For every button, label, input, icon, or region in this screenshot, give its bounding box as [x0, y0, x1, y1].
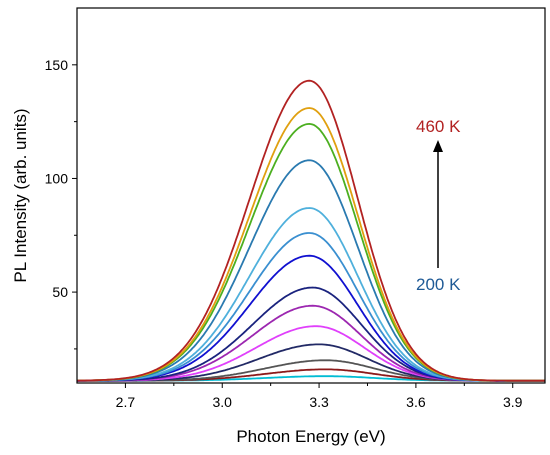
- x-axis-ticks: 2.7 3.0 3.3 3.6 3.9: [116, 383, 523, 410]
- x-tick-label: 3.9: [503, 394, 523, 410]
- x-axis-label: Photon Energy (eV): [236, 427, 385, 446]
- x-tick-label: 2.7: [116, 394, 136, 410]
- arrow-head-icon: [433, 140, 443, 152]
- series-line-13: [77, 79, 545, 382]
- y-axis-label: PL Intensity (arb. units): [11, 108, 30, 282]
- y-tick-label: 50: [52, 284, 68, 300]
- series-line-6: [77, 286, 545, 382]
- series-line-7: [77, 254, 545, 382]
- series-line-11: [77, 122, 545, 382]
- y-tick-label: 150: [45, 57, 69, 73]
- series-line-10: [77, 159, 545, 382]
- x-tick-label: 3.3: [309, 394, 329, 410]
- annotation-460k: 460 K: [416, 117, 461, 136]
- series-line-12: [77, 107, 545, 382]
- x-tick-label: 3.0: [213, 394, 233, 410]
- annotation-200k: 200 K: [416, 275, 461, 294]
- y-tick-label: 100: [45, 170, 69, 186]
- y-axis-ticks: 50 100 150: [45, 57, 77, 350]
- plot-frame: [76, 7, 546, 384]
- series-curves: [76, 79, 545, 382]
- x-tick-label: 3.6: [406, 394, 426, 410]
